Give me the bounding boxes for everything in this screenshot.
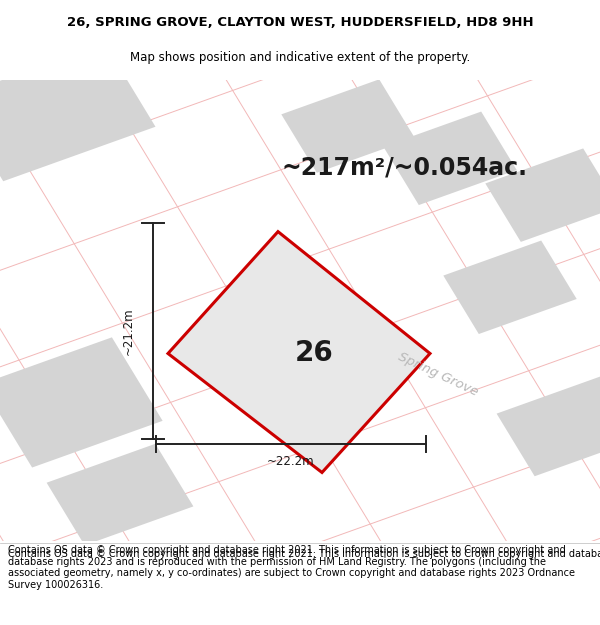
Polygon shape [0,338,163,468]
Text: ~21.2m: ~21.2m [121,308,134,355]
Polygon shape [47,444,193,546]
Polygon shape [0,43,155,181]
Polygon shape [497,375,600,476]
Text: Contains OS data © Crown copyright and database right 2021. This information is : Contains OS data © Crown copyright and d… [8,545,575,590]
Polygon shape [443,241,577,334]
Polygon shape [383,112,517,205]
Text: 26: 26 [295,339,334,367]
Text: ~22.2m: ~22.2m [267,455,315,468]
Polygon shape [168,232,430,472]
Text: Contains OS data © Crown copyright and database right 2021. This information is : Contains OS data © Crown copyright and d… [8,549,600,559]
Text: ~217m²/~0.054ac.: ~217m²/~0.054ac. [282,156,528,179]
Polygon shape [485,148,600,242]
Text: Map shows position and indicative extent of the property.: Map shows position and indicative extent… [130,51,470,64]
Polygon shape [281,79,415,172]
Text: Spring Grove: Spring Grove [396,351,480,399]
Text: 26, SPRING GROVE, CLAYTON WEST, HUDDERSFIELD, HD8 9HH: 26, SPRING GROVE, CLAYTON WEST, HUDDERSF… [67,16,533,29]
